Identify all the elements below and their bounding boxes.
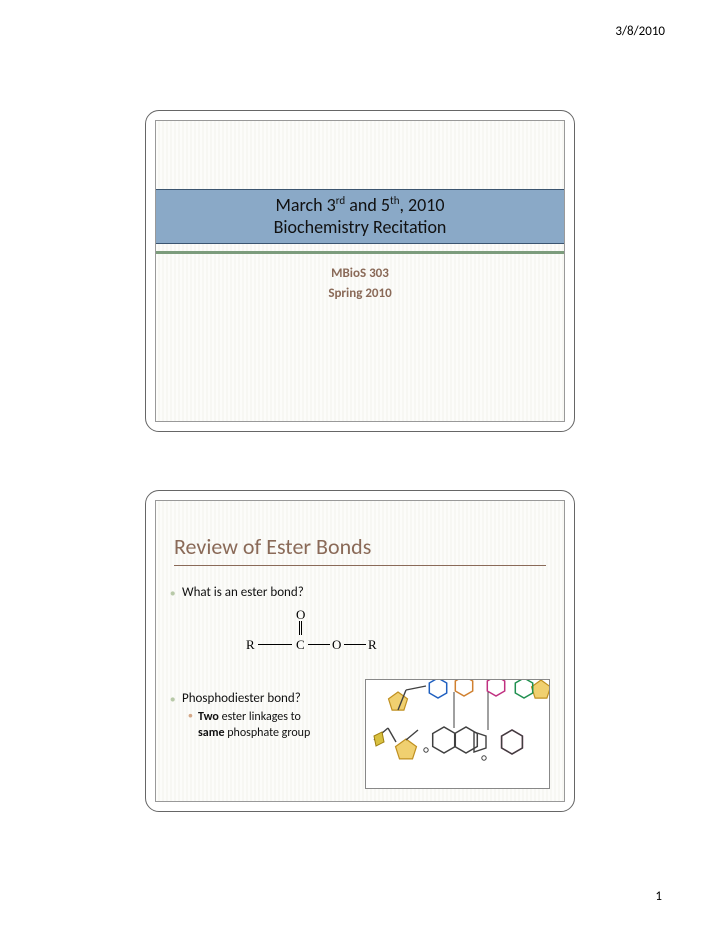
same-bold: same	[198, 726, 225, 740]
two-mid: ester linkages to	[219, 710, 301, 724]
dna-molecule-image	[365, 679, 550, 789]
header-date: 3/8/2010	[615, 24, 665, 39]
slide-2: Review of Ester Bonds What is an ester b…	[145, 490, 575, 812]
bullet-phosphodiester: Phosphodiester bond?	[182, 691, 301, 706]
title-post: , 2010	[399, 194, 444, 216]
slide-1-inner: March 3rd and 5th, 2010 Biochemistry Rec…	[155, 120, 565, 422]
green-rule	[156, 251, 564, 254]
page-number: 1	[655, 889, 662, 904]
title-line-1: March 3rd and 5th, 2010	[156, 194, 564, 216]
title-line-2: Biochemistry Recitation	[156, 216, 564, 238]
atom-o-mid: O	[332, 637, 341, 653]
slide-2-title: Review of Ester Bonds	[174, 533, 371, 560]
course-info: MBioS 303 Spring 2010	[156, 264, 564, 303]
double-bond	[299, 621, 302, 635]
bullet-two-ester: Two ester linkages to same phosphate gro…	[198, 709, 348, 741]
atom-r2: R	[368, 637, 377, 653]
course-code: MBioS 303	[156, 264, 564, 284]
bond-r-c	[258, 644, 292, 645]
title-band: March 3rd and 5th, 2010 Biochemistry Rec…	[156, 189, 564, 244]
atom-r1: R	[246, 637, 255, 653]
title-sup1: rd	[336, 194, 345, 207]
title-pre: March 3	[275, 194, 335, 216]
bullet-what-is-ester: What is an ester bond?	[182, 585, 304, 600]
title-mid: and 5	[345, 194, 390, 216]
atom-c: C	[296, 637, 305, 653]
slide-2-inner: Review of Ester Bonds What is an ester b…	[155, 500, 565, 802]
slide-2-rule	[174, 565, 546, 566]
bond-c-o	[308, 644, 330, 645]
slide-1: March 3rd and 5th, 2010 Biochemistry Rec…	[145, 110, 575, 432]
ester-structure-diagram: O R C O R	[246, 607, 376, 662]
two-end: phosphate group	[225, 726, 311, 740]
bond-o-r	[344, 644, 366, 645]
course-term: Spring 2010	[156, 284, 564, 304]
two-bold: Two	[198, 710, 219, 724]
dna-svg	[366, 680, 550, 789]
